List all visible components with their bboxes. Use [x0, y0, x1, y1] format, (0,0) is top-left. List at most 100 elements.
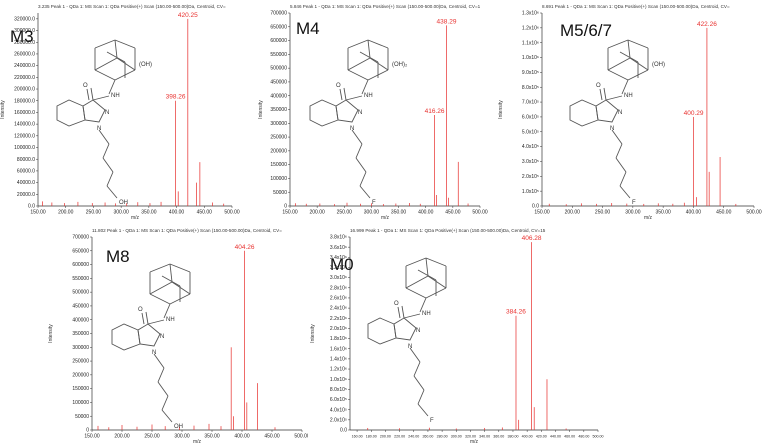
y-axis-label: Intensity	[498, 100, 504, 119]
y-tick-label: 120000.0	[14, 133, 35, 139]
x-tick-label: 280.00	[437, 435, 448, 439]
y-tick-label: 60000.0	[17, 169, 35, 175]
y-tick-label: 320000.0	[14, 16, 35, 22]
svg-text:O: O	[336, 83, 341, 89]
x-axis-label: m/z	[470, 439, 479, 445]
x-tick-label: 360.00	[493, 435, 504, 439]
substituent-label: (OH)	[139, 62, 152, 68]
y-tick-label: 140000.0	[14, 122, 35, 128]
y-tick-label: 2.0x10⁵	[522, 174, 539, 180]
x-tick-label: 180.00	[366, 435, 377, 439]
y-tick-label: 1.2x10⁶	[330, 367, 347, 373]
y-tick-label: 250000	[270, 135, 287, 141]
y-tick-label: 6.0x10⁵	[330, 397, 347, 403]
y-axis-label: Intensity	[0, 100, 6, 119]
peak-label: 416.26	[425, 108, 445, 115]
x-tick-label: 500.00	[593, 435, 604, 439]
x-tick-label: 300.00	[113, 210, 129, 216]
x-tick-label: 380.00	[507, 435, 518, 439]
svg-text:N: N	[350, 126, 354, 132]
svg-text:NH: NH	[364, 93, 373, 99]
x-tick-label: 200.00	[114, 434, 130, 440]
x-tick-label: 150.00	[534, 210, 550, 216]
y-tick-label: 20000.0	[17, 192, 35, 198]
y-tick-label: 1.1x10⁶	[522, 40, 539, 46]
x-tick-label: 350.00	[141, 210, 157, 216]
y-tick-label: 350000	[270, 107, 287, 113]
y-tick-label: 220000.0	[14, 75, 35, 81]
svg-text:N: N	[152, 350, 156, 356]
y-tick-label: 300000	[72, 345, 89, 351]
spectrum-title: 5.846 Peak 1 - QDa 1: MS Scan 1: QDa Pos…	[290, 4, 481, 9]
compound-label: M4	[296, 19, 320, 38]
y-tick-label: 6.0x10⁵	[522, 115, 539, 121]
x-tick-label: 450.00	[445, 210, 461, 216]
y-tick-label: 0.0	[28, 204, 35, 210]
y-tick-label: 700000	[270, 11, 287, 17]
y-axis-label: Intensity	[310, 324, 316, 343]
x-tick-label: 450.00	[197, 210, 213, 216]
y-tick-label: 1.6x10⁶	[330, 346, 347, 352]
x-tick-label: 450.00	[716, 210, 732, 216]
spectrum-title: 8.691 Peak 1 - QDa 1: MS Scan 1: QDa Pos…	[542, 4, 730, 9]
y-tick-label: 400000	[72, 317, 89, 323]
x-tick-label: 400.00	[522, 435, 533, 439]
x-tick-label: 300.00	[174, 434, 190, 440]
terminal-group-label: F	[632, 200, 636, 206]
x-tick-label: 150.00	[282, 210, 298, 216]
y-tick-label: 0	[86, 428, 89, 434]
y-tick-label: 3.4x10⁶	[330, 255, 347, 261]
svg-text:NH: NH	[166, 317, 175, 323]
spectrum-chart-m3: 3.235 Peak 1 - QDa 1: MS Scan 1: QDa Pos…	[0, 4, 240, 221]
y-tick-label: 150000	[270, 162, 287, 168]
spectrum-panel-m0: 16.999 Peak 1 - QDa 1: MS Scan 1: QDa Po…	[308, 224, 608, 446]
y-tick-label: 180000.0	[14, 98, 35, 104]
y-tick-label: 40000.0	[17, 180, 35, 186]
substituent-label: (OH)₂	[392, 62, 408, 68]
molecule-structure-icon: NH O N N (OH)₂ F	[309, 39, 408, 206]
spectrum-panel-m8: 11.802 Peak 1 - QDa 1: MS Scan 1: QDa Po…	[40, 224, 308, 446]
y-tick-label: 1.3x10⁶	[522, 11, 539, 17]
spectrum-chart-m8: 11.802 Peak 1 - QDa 1: MS Scan 1: QDa Po…	[48, 228, 308, 445]
svg-text:O: O	[394, 301, 399, 307]
svg-text:N: N	[408, 344, 412, 350]
y-tick-label: 500000	[270, 66, 287, 72]
y-tick-label: 450000	[270, 80, 287, 86]
y-tick-label: 100000	[270, 176, 287, 182]
y-tick-label: 2.4x10⁶	[330, 306, 347, 312]
svg-text:N: N	[416, 328, 420, 334]
y-tick-label: 2.6x10⁶	[330, 296, 347, 302]
y-tick-label: 3.2x10⁶	[330, 265, 347, 271]
svg-text:N: N	[160, 334, 164, 340]
y-tick-label: 2.2x10⁶	[330, 316, 347, 322]
x-tick-label: 200.00	[58, 210, 74, 216]
y-tick-label: 300000	[270, 121, 287, 127]
peak-label: 422.26	[697, 21, 717, 28]
y-tick-label: 350000	[72, 331, 89, 337]
x-tick-label: 150.00	[30, 210, 46, 216]
y-axis-label: Intensity	[48, 324, 54, 343]
y-tick-label: 3.8x10⁶	[330, 235, 347, 241]
x-tick-label: 250.00	[86, 210, 102, 216]
spectrum-chart-m4: 5.846 Peak 1 - QDa 1: MS Scan 1: QDa Pos…	[258, 4, 488, 221]
molecule-structure-icon: NH O N N (OH) F	[569, 39, 665, 206]
y-tick-label: 100000	[72, 400, 89, 406]
x-axis-label: m/z	[644, 215, 653, 221]
y-tick-label: 200000	[72, 372, 89, 378]
compound-label: M3	[10, 27, 34, 46]
y-tick-label: 250000	[72, 359, 89, 365]
y-tick-label: 240000.0	[14, 63, 35, 69]
x-tick-label: 260.00	[422, 435, 433, 439]
compound-label: M8	[106, 247, 130, 266]
x-tick-label: 350.00	[655, 210, 671, 216]
y-tick-label: 8.0x10⁵	[330, 387, 347, 393]
y-tick-label: 650000	[270, 24, 287, 30]
x-tick-label: 400.00	[169, 210, 185, 216]
peak-label: 398.26	[166, 94, 186, 101]
substituent-label: (OH)	[652, 62, 665, 68]
spectrum-title: 11.802 Peak 1 - QDa 1: MS Scan 1: QDa Po…	[92, 228, 282, 233]
y-tick-label: 50000	[273, 190, 287, 196]
y-tick-label: 2.0x10⁶	[330, 326, 347, 332]
x-tick-label: 440.00	[550, 435, 561, 439]
molecule-structure-icon: NH O N N F	[367, 257, 447, 424]
